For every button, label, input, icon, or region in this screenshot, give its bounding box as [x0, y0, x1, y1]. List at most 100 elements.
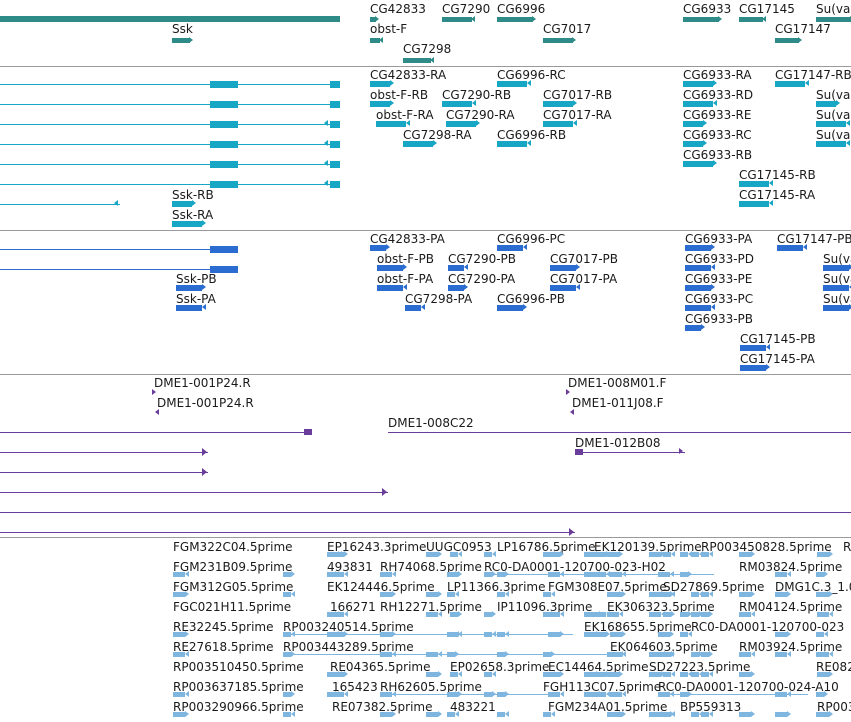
cds-exon-box[interactable] — [377, 265, 403, 271]
est-read-box[interactable] — [283, 712, 291, 717]
est-read-box[interactable] — [739, 652, 751, 657]
transcript-exon-box[interactable] — [683, 121, 703, 127]
clone-line[interactable] — [575, 452, 685, 453]
transcript-intron-line[interactable] — [0, 184, 340, 185]
est-read-box[interactable] — [173, 712, 185, 717]
cds-exon-box[interactable] — [497, 245, 523, 251]
cds-exon-box[interactable] — [497, 305, 523, 311]
cds-exon-box[interactable] — [176, 305, 202, 311]
est-read-box[interactable] — [548, 692, 560, 697]
gene-glyph[interactable] — [775, 38, 799, 43]
est-read-box[interactable] — [739, 672, 751, 677]
est-read-box[interactable] — [173, 592, 185, 597]
gene-glyph[interactable] — [370, 38, 380, 43]
est-read-box[interactable] — [584, 672, 596, 677]
est-read-box[interactable] — [584, 612, 596, 617]
est-read-box[interactable] — [691, 712, 699, 717]
cds-exon-box[interactable] — [448, 265, 464, 271]
gene-glyph[interactable] — [816, 17, 851, 22]
est-read-box[interactable] — [283, 572, 291, 577]
est-track[interactable]: FGM322C04.5prime EP16243.3prime UUGC0953 LP… — [0, 538, 851, 722]
clone-line[interactable] — [0, 492, 388, 493]
est-link-line[interactable] — [658, 694, 808, 695]
gene-glyph[interactable] — [497, 17, 533, 22]
est-read-box[interactable] — [426, 552, 438, 557]
gene-glyph[interactable] — [543, 38, 573, 43]
est-read-box[interactable] — [610, 652, 622, 657]
est-read-box[interactable] — [450, 612, 458, 617]
est-read-box[interactable] — [691, 612, 699, 617]
transcript-intron-line[interactable] — [0, 84, 340, 85]
gene-glyph[interactable] — [442, 17, 472, 22]
gene-glyph[interactable] — [172, 38, 190, 43]
transcript-exon-box[interactable] — [172, 201, 192, 207]
transcript-exon-box[interactable] — [330, 181, 340, 188]
est-read-box[interactable] — [484, 672, 492, 677]
est-read-box[interactable] — [426, 592, 438, 597]
clone-line[interactable] — [0, 532, 575, 533]
est-read-box[interactable] — [680, 632, 688, 637]
clone-line[interactable] — [0, 452, 208, 453]
transcript-exon-box[interactable] — [816, 121, 846, 127]
est-read-box[interactable] — [663, 672, 671, 677]
transcript-exon-box[interactable] — [739, 181, 769, 187]
cds-exon-box[interactable] — [740, 345, 766, 351]
est-read-box[interactable] — [594, 672, 606, 677]
est-read-box[interactable] — [775, 592, 787, 597]
est-read-box[interactable] — [173, 652, 185, 657]
transcript-exon-box[interactable] — [446, 121, 476, 127]
transcript-exon-box[interactable] — [330, 81, 340, 88]
transcript-exon-box[interactable] — [210, 181, 238, 188]
transcript-exon-box[interactable] — [210, 141, 238, 148]
est-read-box[interactable] — [775, 712, 787, 717]
est-read-box[interactable] — [543, 672, 551, 677]
est-read-box[interactable] — [426, 712, 438, 717]
transcript-exon-box[interactable] — [775, 81, 805, 87]
est-read-box[interactable] — [680, 672, 688, 677]
est-read-box[interactable] — [543, 712, 551, 717]
transcript-exon-box[interactable] — [816, 141, 846, 147]
est-read-box[interactable] — [816, 572, 824, 577]
est-read-box[interactable] — [594, 552, 606, 557]
est-read-box[interactable] — [484, 552, 492, 557]
est-read-box[interactable] — [607, 612, 619, 617]
est-read-box[interactable] — [701, 552, 709, 557]
cds-exon-box[interactable] — [685, 325, 701, 331]
cds-exon-box[interactable] — [685, 265, 711, 271]
est-read-box[interactable] — [658, 592, 670, 597]
transcript-exon-box[interactable] — [683, 141, 703, 147]
est-read-box[interactable] — [658, 652, 670, 657]
est-read-box[interactable] — [607, 552, 619, 557]
est-read-box[interactable] — [594, 612, 606, 617]
cds-exon-box[interactable] — [210, 246, 238, 253]
clone-line[interactable] — [0, 472, 208, 473]
est-read-box[interactable] — [691, 652, 699, 657]
cds-exon-box[interactable] — [685, 245, 711, 251]
transcript-exon-box[interactable] — [172, 221, 202, 227]
est-read-box[interactable] — [543, 592, 551, 597]
est-read-box[interactable] — [701, 712, 709, 717]
gene-glyph[interactable] — [370, 17, 376, 22]
est-read-box[interactable] — [691, 552, 699, 557]
est-read-box[interactable] — [817, 592, 829, 597]
transcript-exon-box[interactable] — [370, 101, 390, 107]
transcript-exon-box[interactable] — [442, 101, 472, 107]
est-read-box[interactable] — [663, 612, 671, 617]
est-read-box[interactable] — [426, 672, 438, 677]
est-read-box[interactable] — [680, 552, 688, 557]
est-read-box[interactable] — [594, 692, 606, 697]
transcript-exon-box[interactable] — [683, 101, 713, 107]
est-read-box[interactable] — [649, 592, 661, 597]
transcript-intron-line[interactable] — [0, 164, 340, 165]
est-read-box[interactable] — [701, 592, 709, 597]
est-read-box[interactable] — [610, 712, 622, 717]
est-read-box[interactable] — [691, 592, 699, 597]
gene-span-track[interactable]: CG42833 CG7290 CG6996 CG6933 CG17145 Su(var Ss… — [0, 0, 851, 66]
est-read-box[interactable] — [775, 652, 787, 657]
transcript-intron-line[interactable] — [0, 104, 340, 105]
transcript-exon-box[interactable] — [376, 121, 406, 127]
est-read-box[interactable] — [497, 712, 505, 717]
cds-intron-line[interactable] — [0, 269, 238, 270]
est-read-box[interactable] — [380, 572, 392, 577]
cds-exon-box[interactable] — [823, 285, 849, 291]
